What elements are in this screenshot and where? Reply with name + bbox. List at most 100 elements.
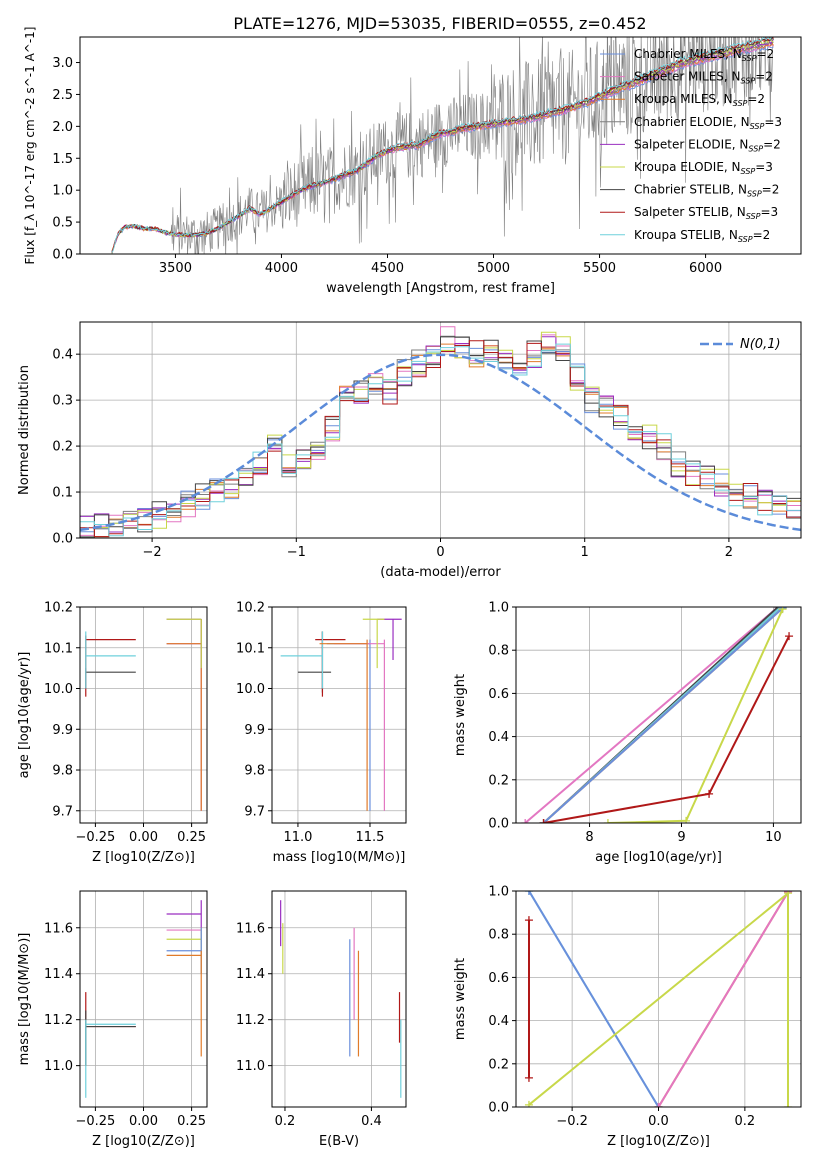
model-spectrum <box>111 37 774 253</box>
series-marker <box>539 819 548 823</box>
axes-frame <box>79 321 802 539</box>
series-marker <box>654 1103 663 1107</box>
chart-age-vs-mass: 11.0 11.5 9.7 9.8 9.9 10.0 10.1 10.2 mass [log10… <box>236 601 407 865</box>
legend-label-main: Kroupa ELODIE, N <box>634 160 741 174</box>
legend-label-subscript: SSP <box>738 235 753 244</box>
y-tick-label: 1.0 <box>52 184 73 199</box>
series-line <box>657 891 789 1107</box>
legend-label-subscript: SSP <box>742 54 757 63</box>
x-tick-label: −1 <box>287 545 306 560</box>
legend-label-main: Salpeter MILES, N <box>634 70 741 84</box>
series-line <box>607 608 784 823</box>
legend-label-main: Chabrier MILES, N <box>634 47 742 61</box>
x-tick-label: 0.25 <box>177 830 206 845</box>
x-tick-label: 0.25 <box>177 1114 206 1129</box>
axes-frame <box>79 36 802 255</box>
x-tick-label: −0.2 <box>556 1114 588 1129</box>
series-marker <box>521 819 530 823</box>
y-axis-label: age [log10(age/yr)] <box>17 652 32 779</box>
series-line <box>543 635 790 823</box>
legend-label-main: Kroupa MILES, N <box>634 92 733 106</box>
series-line <box>528 891 660 1107</box>
figure-title: PLATE=1276, MJD=53035, FIBERID=0555, z=0… <box>233 14 646 33</box>
y-tick-label: 11.0 <box>44 1059 73 1074</box>
x-tick-label: −0.25 <box>75 830 115 845</box>
gaussian-curve <box>80 353 801 532</box>
x-axis-label: Z [log10(Z/Z⊙)] <box>607 1134 710 1149</box>
legend-label-subscript: SSP <box>733 99 748 108</box>
x-tick-label: −2 <box>143 545 162 560</box>
y-tick-label: 0.2 <box>488 773 509 788</box>
y-axis-label: mass weight <box>453 674 468 756</box>
x-tick-label: 8 <box>585 830 593 845</box>
y-tick-label: 0.3 <box>52 394 73 409</box>
legend-label: Salpeter ELODIE, NSSP=2 <box>634 137 781 153</box>
legend-label-tail: =2 <box>753 228 771 242</box>
x-tick-label: 0.4 <box>361 1114 382 1129</box>
chart-mass-weight-vs-age: 8 9 10 0.0 0.2 0.4 0.6 0.8 1.0 age [log10(age/yr)… <box>453 601 802 865</box>
legend-label: Salpeter MILES, NSSP=2 <box>634 70 773 86</box>
x-tick-label: 5500 <box>583 261 616 276</box>
x-tick-label: 9 <box>677 830 685 845</box>
plot-area <box>280 618 402 811</box>
legend-label-main: Chabrier ELODIE, N <box>634 115 750 129</box>
legend-label-tail: =2 <box>762 183 780 197</box>
x-axis-label: Z [log10(Z/Z⊙)] <box>92 1134 195 1149</box>
legend-label: Kroupa STELIB, NSSP=2 <box>634 228 770 244</box>
x-tick-label: −0.25 <box>75 1114 115 1129</box>
y-tick-label: 0.6 <box>488 687 509 702</box>
chart-mass-weight-vs-Z: −0.2 0.0 0.2 0.0 0.2 0.4 0.6 0.8 1.0 Z [log10(Z/Z… <box>453 885 802 1149</box>
legend-label-tail: =3 <box>764 115 782 129</box>
legend-label: N(0,1) <box>740 337 781 352</box>
legend-label-tail: =2 <box>756 47 774 61</box>
legend-label-main: Salpeter ELODIE, N <box>634 137 748 151</box>
x-tick-label: 1 <box>581 545 589 560</box>
y-tick-label: 0.2 <box>52 440 73 455</box>
axes-frame <box>515 890 802 1108</box>
y-axis-label: mass [log10(M/M⊙)] <box>17 933 32 1066</box>
axes-frame <box>515 606 802 824</box>
y-tick-label: 0.0 <box>52 248 73 263</box>
legend-label: Kroupa ELODIE, NSSP=3 <box>634 160 773 176</box>
y-tick-label: 9.7 <box>244 804 265 819</box>
series-line <box>524 607 779 823</box>
y-tick-label: 0.4 <box>488 730 509 745</box>
y-tick-label: 10.1 <box>44 641 73 656</box>
x-axis-label: E(B-V) <box>319 1134 359 1149</box>
y-tick-label: 2.5 <box>52 88 73 103</box>
histogram-step <box>80 343 801 538</box>
legend-label-subscript: SSP <box>747 190 762 199</box>
chart-age-vs-Z: −0.25 0.00 0.25 9.7 9.8 9.9 10.0 10.1 10.2 Z [log… <box>17 601 208 865</box>
y-tick-label: 9.9 <box>52 723 73 738</box>
x-tick-label: 0.00 <box>129 830 158 845</box>
series-marker <box>705 789 714 798</box>
legend-label-main: Kroupa STELIB, N <box>634 228 738 242</box>
y-tick-label: 11.4 <box>236 967 265 982</box>
series-marker <box>524 1073 533 1082</box>
x-tick-label: 11.5 <box>356 830 385 845</box>
y-tick-label: 10.1 <box>236 641 265 656</box>
plot-area <box>85 618 202 811</box>
legend-label-tail: =3 <box>755 160 773 174</box>
legend-label-tail: =2 <box>755 70 773 84</box>
y-tick-label: 0.1 <box>52 486 73 501</box>
x-tick-label: 2 <box>725 545 733 560</box>
observed-spectrum <box>111 37 774 254</box>
x-tick-label: 0 <box>436 545 444 560</box>
legend-label: Kroupa MILES, NSSP=2 <box>634 92 765 108</box>
y-tick-label: 11.0 <box>236 1059 265 1074</box>
y-axis-label: Flux [f_λ 10^-17 erg cm^-2 s^-1 A^-1] <box>23 27 37 265</box>
axes-frame <box>79 890 208 1108</box>
plot-area <box>111 37 774 254</box>
y-tick-label: 10.0 <box>236 682 265 697</box>
legend-label: Salpeter STELIB, NSSP=3 <box>634 205 778 221</box>
x-axis-label: age [log10(age/yr)] <box>595 850 722 865</box>
axes-frame <box>271 890 407 1108</box>
y-tick-label: 9.9 <box>244 723 265 738</box>
y-tick-label: 11.2 <box>44 1013 73 1028</box>
legend-label-subscript: SSP <box>748 144 763 153</box>
axes-frame <box>271 606 407 824</box>
legend-label-subscript: SSP <box>746 212 761 221</box>
x-tick-label: 6000 <box>689 261 722 276</box>
chart-mass-vs-ebv: 0.2 0.4 11.0 11.2 11.4 11.6 E(B-V) <box>236 890 407 1149</box>
